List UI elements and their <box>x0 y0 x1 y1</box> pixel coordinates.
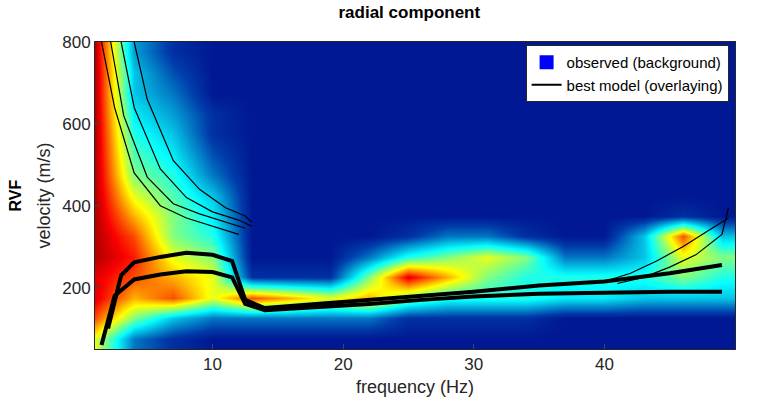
svg-text:10: 10 <box>203 355 222 374</box>
svg-text:40: 40 <box>595 355 614 374</box>
svg-text:200: 200 <box>62 279 90 298</box>
svg-text:radial component: radial component <box>338 3 480 22</box>
svg-text:frequency (Hz): frequency (Hz) <box>356 377 474 397</box>
svg-text:30: 30 <box>464 355 483 374</box>
svg-text:800: 800 <box>62 33 90 52</box>
svg-text:20: 20 <box>334 355 353 374</box>
svg-text:600: 600 <box>62 115 90 134</box>
svg-text:RVF: RVF <box>7 180 24 212</box>
svg-text:400: 400 <box>62 197 90 216</box>
svg-text:observed (background): observed (background) <box>567 54 721 71</box>
svg-text:best model (overlaying): best model (overlaying) <box>567 77 723 94</box>
svg-text:velocity (m/s): velocity (m/s) <box>34 142 54 248</box>
